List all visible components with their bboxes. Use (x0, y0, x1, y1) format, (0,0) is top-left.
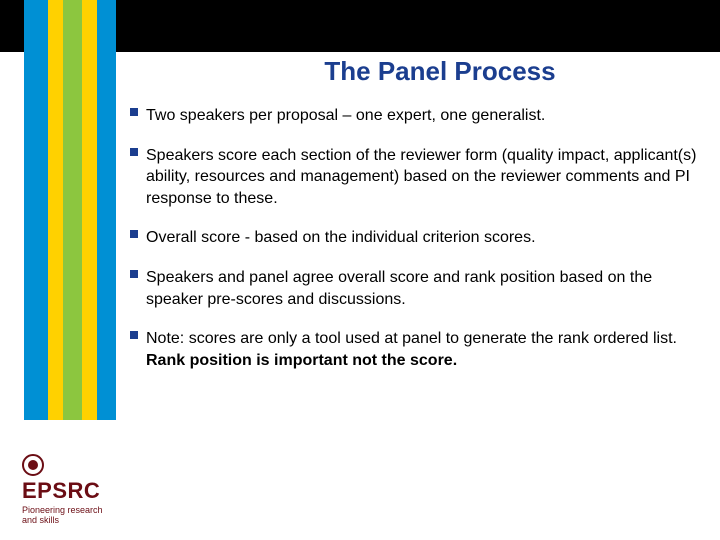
tagline-line1: Pioneering research (22, 505, 103, 515)
stripe-4 (82, 0, 97, 420)
bullet-item: Two speakers per proposal – one expert, … (130, 105, 710, 127)
bullet-item: Note: scores are only a tool used at pan… (130, 328, 710, 371)
logo-mark-icon (22, 454, 44, 476)
bullet-text: Two speakers per proposal – one expert, … (146, 107, 545, 124)
bullet-text-pre: Note: scores are only a tool used at pan… (146, 330, 677, 347)
bullet-item: Overall score - based on the individual … (130, 227, 710, 249)
slide-content: The Panel Process Two speakers per propo… (130, 56, 710, 389)
bullet-item: Speakers score each section of the revie… (130, 145, 710, 210)
bullet-text: Speakers score each section of the revie… (146, 147, 696, 207)
tagline-line2: and skills (22, 515, 59, 525)
decorative-stripes (24, 0, 116, 420)
stripe-2 (48, 0, 63, 420)
slide-title: The Panel Process (170, 56, 710, 87)
stripe-1 (24, 0, 48, 420)
logo-name: EPSRC (22, 478, 122, 504)
bullet-list: Two speakers per proposal – one expert, … (130, 105, 710, 371)
bullet-text: Speakers and panel agree overall score a… (146, 269, 652, 308)
bullet-text: Overall score - based on the individual … (146, 229, 536, 246)
bullet-text-strong: Rank position is important not the score… (146, 352, 457, 369)
stripe-3 (63, 0, 82, 420)
logo-tagline: Pioneering research and skills (22, 506, 122, 526)
bullet-item: Speakers and panel agree overall score a… (130, 267, 710, 310)
logo-area: EPSRC Pioneering research and skills (22, 454, 122, 526)
stripe-5 (97, 0, 116, 420)
